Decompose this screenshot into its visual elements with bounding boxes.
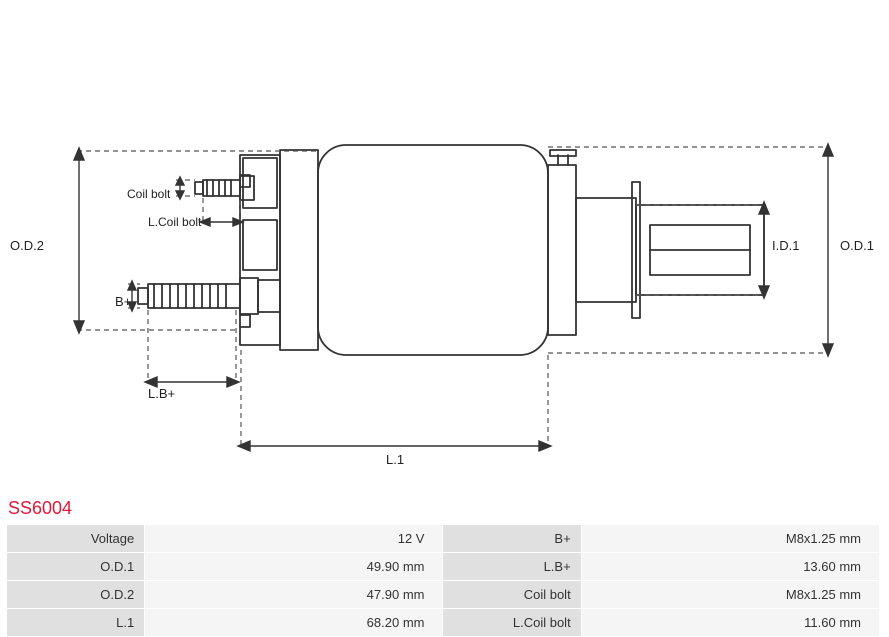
table-row: L.1 68.20 mm L.Coil bolt 11.60 mm xyxy=(7,609,879,636)
spec-value: M8x1.25 mm xyxy=(582,525,879,552)
table-row: O.D.2 47.90 mm Coil bolt M8x1.25 mm xyxy=(7,581,879,608)
spec-label: Voltage xyxy=(7,525,144,552)
spec-table: Voltage 12 V B+ M8x1.25 mm O.D.1 49.90 m… xyxy=(6,524,880,637)
spec-value: 13.60 mm xyxy=(582,553,879,580)
spec-value: 12 V xyxy=(145,525,442,552)
spec-label: L.B+ xyxy=(443,553,580,580)
spec-value: 68.20 mm xyxy=(145,609,442,636)
spec-label: O.D.1 xyxy=(7,553,144,580)
spec-label: L.Coil bolt xyxy=(443,609,580,636)
table-row: Voltage 12 V B+ M8x1.25 mm xyxy=(7,525,879,552)
spec-label: B+ xyxy=(443,525,580,552)
spec-label: O.D.2 xyxy=(7,581,144,608)
table-row: O.D.1 49.90 mm L.B+ 13.60 mm xyxy=(7,553,879,580)
spec-value: 47.90 mm xyxy=(145,581,442,608)
spec-label: L.1 xyxy=(7,609,144,636)
spec-value: 49.90 mm xyxy=(145,553,442,580)
spec-value: M8x1.25 mm xyxy=(582,581,879,608)
technical-diagram: O.D.2 O.D.1 I.D.1 L.1 L.B+ B+ Coil bolt … xyxy=(0,0,889,490)
part-number: SS6004 xyxy=(8,498,72,519)
spec-label: Coil bolt xyxy=(443,581,580,608)
solenoid-drawing xyxy=(0,0,889,490)
spec-value: 11.60 mm xyxy=(582,609,879,636)
